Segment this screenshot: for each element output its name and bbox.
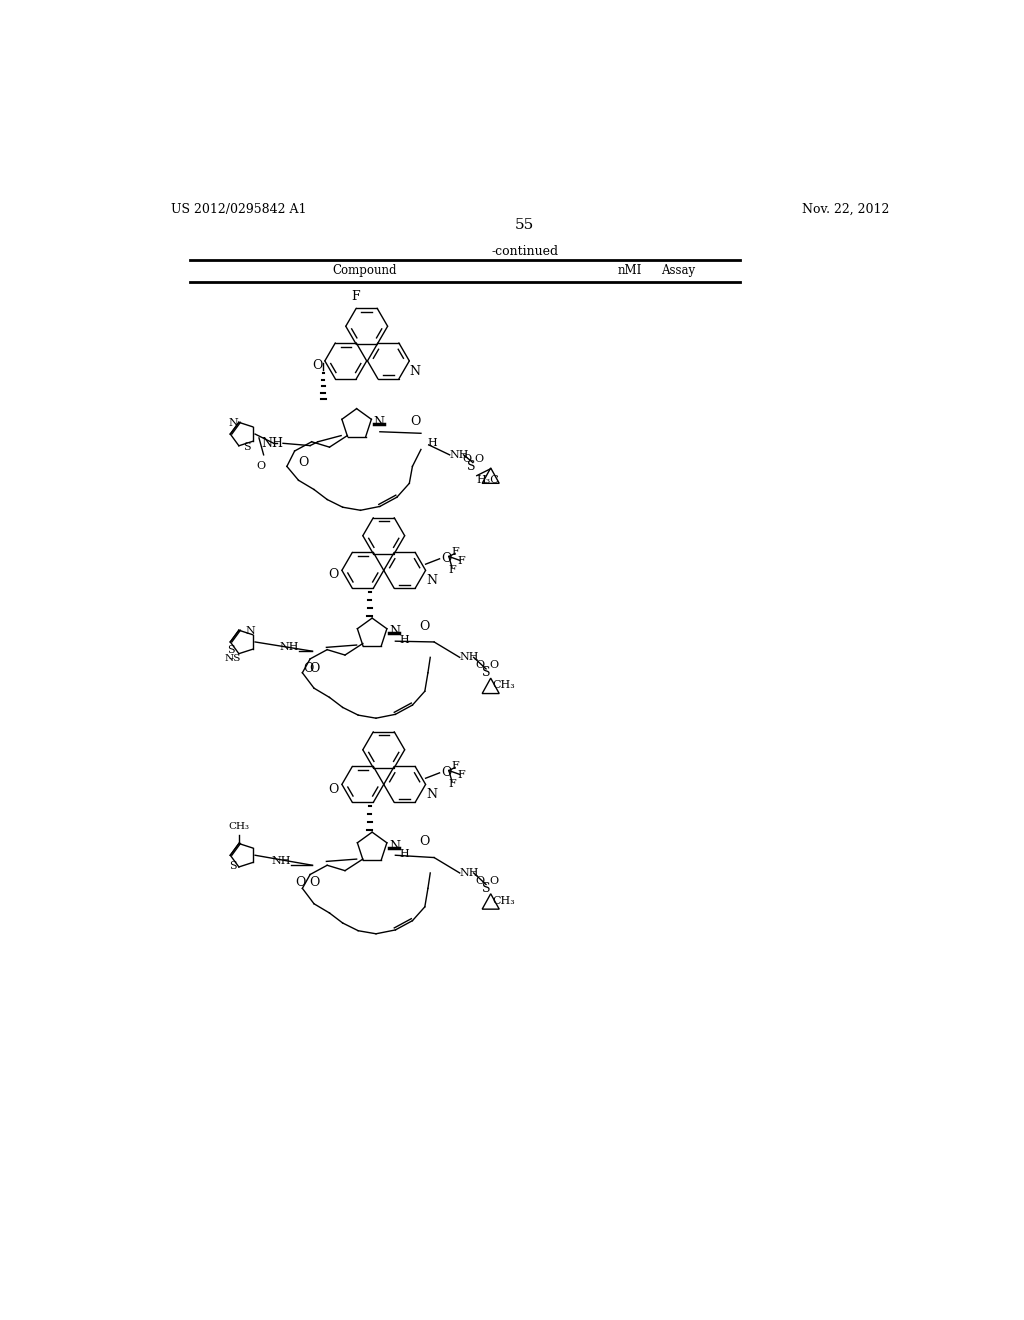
Text: CH₃: CH₃: [493, 680, 515, 690]
Text: O: O: [420, 619, 430, 632]
Text: F: F: [458, 770, 465, 780]
Text: S: S: [227, 644, 234, 655]
Text: O: O: [299, 457, 309, 470]
Text: NH: NH: [450, 450, 469, 459]
Text: O: O: [312, 359, 323, 372]
Text: H₃C: H₃C: [477, 475, 500, 486]
Text: CH₃: CH₃: [228, 821, 249, 830]
Text: N: N: [389, 840, 400, 853]
Text: N: N: [224, 655, 233, 664]
Text: F: F: [449, 779, 456, 789]
Text: N: N: [228, 418, 239, 428]
Text: N: N: [389, 626, 400, 639]
Text: NH: NH: [279, 643, 299, 652]
Text: Assay: Assay: [662, 264, 695, 277]
Text: NH: NH: [271, 857, 291, 866]
Text: NH: NH: [460, 869, 479, 878]
Text: 55: 55: [515, 218, 535, 232]
Text: O: O: [441, 552, 452, 565]
Text: O: O: [474, 454, 483, 463]
Text: -continued: -continued: [492, 244, 558, 257]
Text: Compound: Compound: [332, 264, 396, 277]
Text: F: F: [458, 556, 465, 566]
Text: –S: –S: [228, 655, 241, 664]
Text: US 2012/0295842 A1: US 2012/0295842 A1: [171, 203, 306, 216]
Text: O: O: [257, 461, 266, 471]
Text: O: O: [475, 660, 484, 671]
Text: O: O: [303, 663, 313, 675]
Text: N: N: [410, 364, 421, 378]
Text: O: O: [475, 875, 484, 886]
Text: H: H: [428, 438, 437, 449]
Text: N: N: [246, 626, 255, 636]
Text: F: F: [351, 290, 360, 304]
Text: O: O: [296, 876, 306, 890]
Text: NH: NH: [460, 652, 479, 663]
Text: F: F: [452, 760, 459, 771]
Text: S: S: [243, 442, 251, 453]
Text: N: N: [426, 574, 437, 587]
Text: O: O: [309, 876, 319, 890]
Text: O: O: [420, 836, 430, 849]
Text: H: H: [399, 849, 410, 859]
Text: S: S: [467, 459, 475, 473]
Text: S: S: [229, 861, 238, 871]
Text: Nov. 22, 2012: Nov. 22, 2012: [802, 203, 890, 216]
Text: CH₃: CH₃: [493, 896, 515, 906]
Text: O: O: [489, 875, 499, 886]
Text: O: O: [462, 454, 471, 463]
Text: O: O: [329, 569, 339, 582]
Text: O: O: [489, 660, 499, 671]
Text: S: S: [482, 882, 490, 895]
Text: F: F: [452, 546, 459, 557]
Text: O: O: [309, 663, 319, 675]
Text: O: O: [329, 783, 339, 796]
Text: H: H: [399, 635, 410, 644]
Text: O: O: [411, 414, 421, 428]
Text: S: S: [482, 667, 490, 680]
Text: nMI: nMI: [618, 264, 642, 277]
Text: N: N: [426, 788, 437, 801]
Text: F: F: [449, 565, 456, 576]
Text: NH: NH: [261, 437, 283, 450]
Text: N: N: [374, 416, 385, 429]
Text: O: O: [441, 767, 452, 779]
